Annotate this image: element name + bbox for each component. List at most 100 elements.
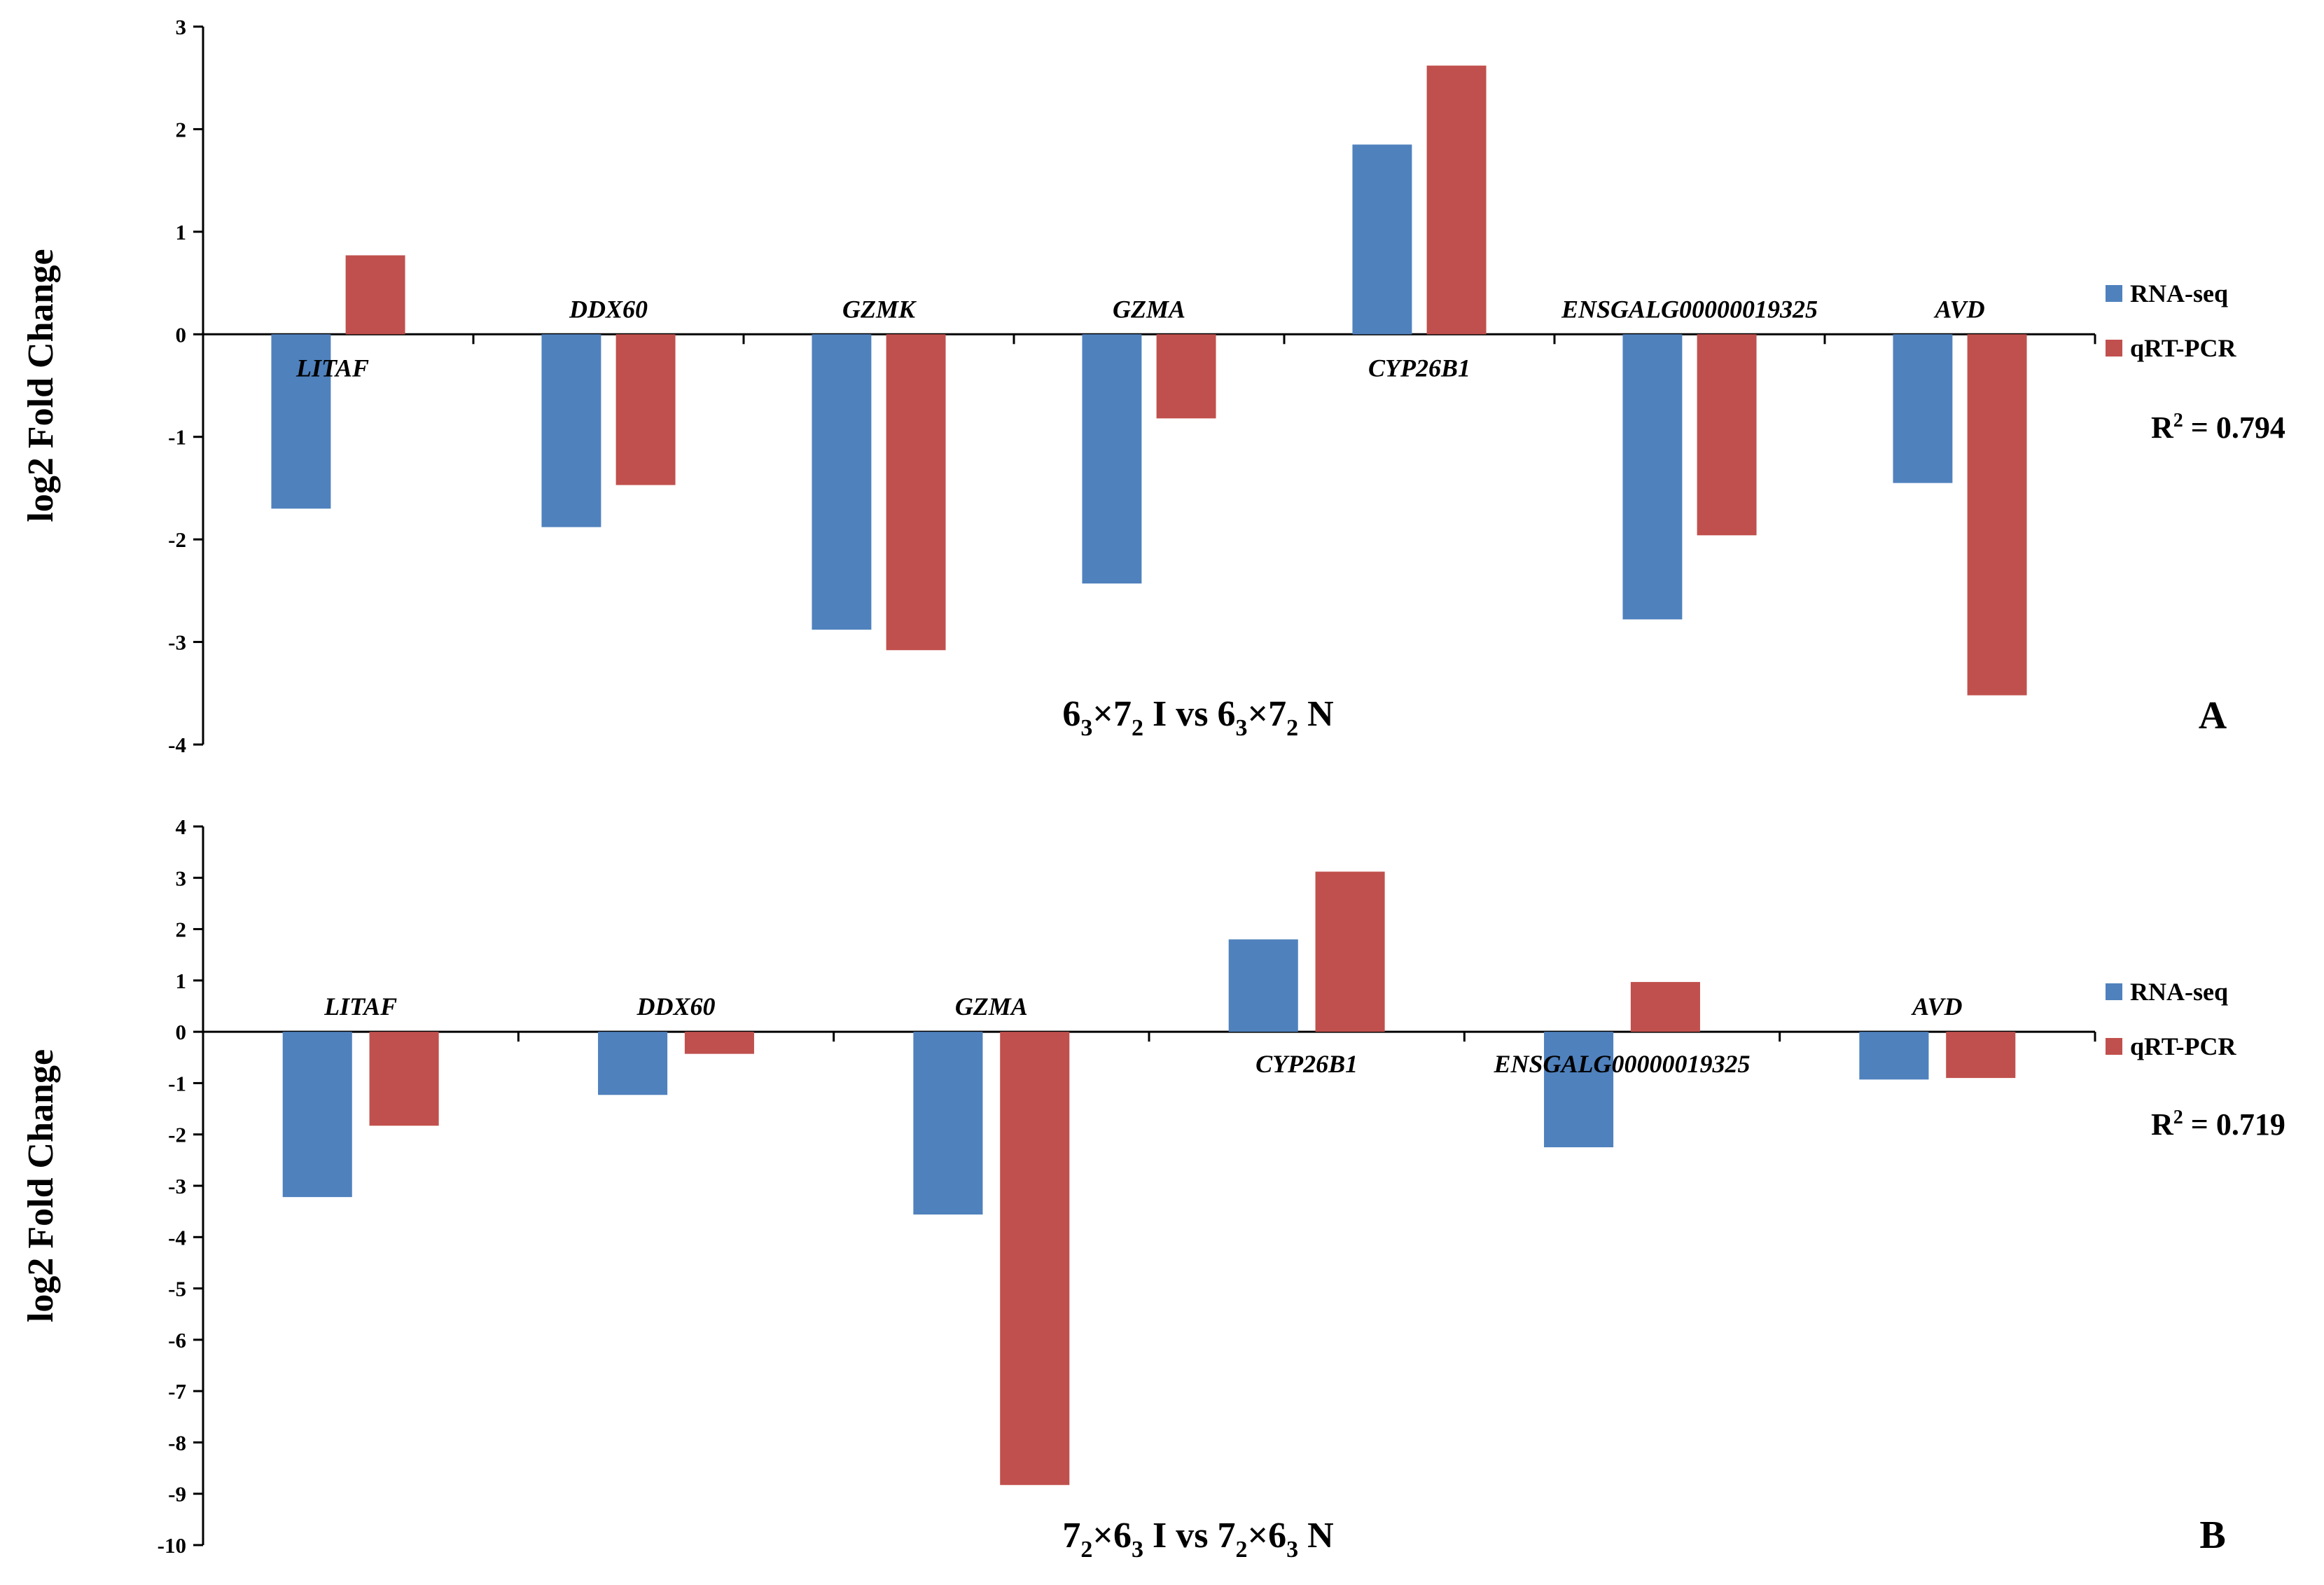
bar-qrtpcr-gzma <box>1000 1032 1070 1486</box>
title-subscript: 3 <box>1132 1537 1143 1563</box>
legend-label: qRT-PCR <box>2130 334 2236 362</box>
category-label: ENSGALG00000019325 <box>1493 1050 1750 1078</box>
bar-qrtpcr-ensgalg00000019325 <box>1630 982 1700 1032</box>
bar-qrtpcr-gzmk <box>886 334 946 651</box>
panel-title: 72×63 I vs 72×63 N <box>1062 1516 1333 1563</box>
r-squared-exponent: 2 <box>2173 410 2183 431</box>
title-subscript: 3 <box>1235 715 1247 741</box>
bar-rnaseq-gzma <box>1082 334 1142 584</box>
y-tick-label: 3 <box>176 15 187 39</box>
y-axis-title: log2 Fold Change <box>21 249 61 522</box>
r-squared-label: R2 = 0.719 <box>2151 1107 2285 1142</box>
title-subscript: 2 <box>1080 1537 1092 1563</box>
y-tick-label: -9 <box>168 1482 186 1507</box>
bar-rnaseq-avd <box>1859 1032 1929 1080</box>
legend-label: qRT-PCR <box>2130 1032 2236 1060</box>
chart-panel-B: 4 3 2 1 0 -1 -2 -3 -4 -5 -6 -7 -8 -9 -10 log2 Fold Chan… <box>21 815 2285 1563</box>
r-squared-letter: R <box>2151 1107 2174 1142</box>
title-subscript: 2 <box>1132 715 1143 741</box>
title-text: N <box>1298 694 1334 734</box>
legend-label: RNA-seq <box>2130 279 2228 307</box>
bar-qrtpcr-avd <box>1967 334 2027 695</box>
title-text: N <box>1298 1516 1334 1556</box>
bar-qrtpcr-ddx60 <box>684 1032 754 1054</box>
y-axis-title: log2 Fold Change <box>21 1049 61 1322</box>
panel-label: B <box>2199 1514 2225 1557</box>
bar-rnaseq-ddx60 <box>541 334 601 527</box>
y-tick-label: -4 <box>168 1225 186 1250</box>
title-subscript: 2 <box>1235 1537 1247 1563</box>
y-tick-label: -5 <box>168 1277 186 1301</box>
panel-label: A <box>2199 694 2227 738</box>
legend-swatch-qrtpcr <box>2106 1038 2122 1055</box>
title-text: 6 <box>1062 694 1080 734</box>
y-tick-label: 0 <box>176 1020 187 1044</box>
r-squared-label: R2 = 0.794 <box>2151 410 2285 445</box>
title-text: I vs 6 <box>1143 694 1235 734</box>
title-text: ×7 <box>1092 694 1132 734</box>
title-subscript: 2 <box>1286 715 1298 741</box>
bar-rnaseq-ensgalg00000019325 <box>1622 334 1683 620</box>
category-label: CYP26B1 <box>1255 1050 1358 1078</box>
category-label: LITAF <box>295 354 369 382</box>
title-text: 7 <box>1062 1516 1080 1556</box>
category-label: LITAF <box>323 992 397 1020</box>
y-tick-label: -4 <box>168 733 186 757</box>
bar-qrtpcr-cyp26b1 <box>1426 65 1487 335</box>
y-tick-label: -2 <box>168 527 186 552</box>
title-subscript: 3 <box>1286 1537 1298 1563</box>
legend-label: RNA-seq <box>2130 978 2228 1006</box>
y-tick-label: 4 <box>176 815 187 839</box>
category-label: GZMK <box>842 295 917 323</box>
legend-swatch-rnaseq <box>2106 983 2122 1000</box>
title-text: ×7 <box>1247 694 1286 734</box>
bar-qrtpcr-cyp26b1 <box>1315 871 1385 1032</box>
category-label: GZMA <box>955 992 1028 1020</box>
r-squared-exponent: 2 <box>2173 1107 2183 1128</box>
y-tick-label: -6 <box>168 1328 186 1352</box>
y-tick-label: -1 <box>168 1071 186 1095</box>
category-label: CYP26B1 <box>1368 354 1470 382</box>
bar-rnaseq-litaf <box>271 334 331 509</box>
bar-rnaseq-ensgalg00000019325 <box>1544 1032 1614 1148</box>
category-label: DDX60 <box>569 295 648 323</box>
y-tick-label: 3 <box>176 866 187 890</box>
category-label: GZMA <box>1113 295 1185 323</box>
bar-rnaseq-cyp26b1 <box>1352 144 1412 335</box>
bar-qrtpcr-avd <box>1946 1032 2016 1079</box>
bar-rnaseq-avd <box>1893 334 1953 483</box>
title-subscript: 3 <box>1080 715 1092 741</box>
y-tick-label: -8 <box>168 1430 186 1455</box>
category-label: DDX60 <box>636 992 715 1020</box>
y-tick-label: 0 <box>176 322 187 347</box>
bar-rnaseq-gzma <box>913 1032 983 1215</box>
y-tick-label: -2 <box>168 1123 186 1147</box>
bar-qrtpcr-litaf <box>345 255 405 335</box>
bar-rnaseq-ddx60 <box>598 1032 668 1095</box>
bar-qrtpcr-litaf <box>369 1032 439 1126</box>
title-text: I vs 7 <box>1143 1516 1235 1556</box>
category-label: ENSGALG00000019325 <box>1561 295 1818 323</box>
category-label: AVD <box>1911 992 1962 1020</box>
bar-rnaseq-gzmk <box>812 334 872 630</box>
bar-qrtpcr-ensgalg00000019325 <box>1697 334 1757 536</box>
y-tick-label: 2 <box>176 117 187 141</box>
r-squared-value: = 0.794 <box>2183 410 2285 445</box>
legend-swatch-rnaseq <box>2106 285 2122 302</box>
y-tick-label: 1 <box>176 220 187 244</box>
r-squared-letter: R <box>2151 410 2174 445</box>
y-tick-label: -7 <box>168 1379 186 1404</box>
y-tick-label: -1 <box>168 425 186 450</box>
y-tick-label: 1 <box>176 969 187 993</box>
bar-qrtpcr-gzma <box>1156 334 1216 419</box>
bar-qrtpcr-ddx60 <box>615 334 676 485</box>
panel-title: 63×72 I vs 63×72 N <box>1062 694 1333 741</box>
category-label: AVD <box>1933 295 1984 323</box>
chart-panel-A: 3 2 1 0 -1 -2 -3 -4 log2 Fold Change LITAF DDX60 GZ… <box>21 15 2285 757</box>
y-tick-label: -3 <box>168 630 186 655</box>
bar-rnaseq-cyp26b1 <box>1228 939 1298 1032</box>
r-squared-value: = 0.719 <box>2183 1107 2285 1142</box>
y-tick-label: 2 <box>176 918 187 942</box>
bar-rnaseq-litaf <box>282 1032 352 1198</box>
